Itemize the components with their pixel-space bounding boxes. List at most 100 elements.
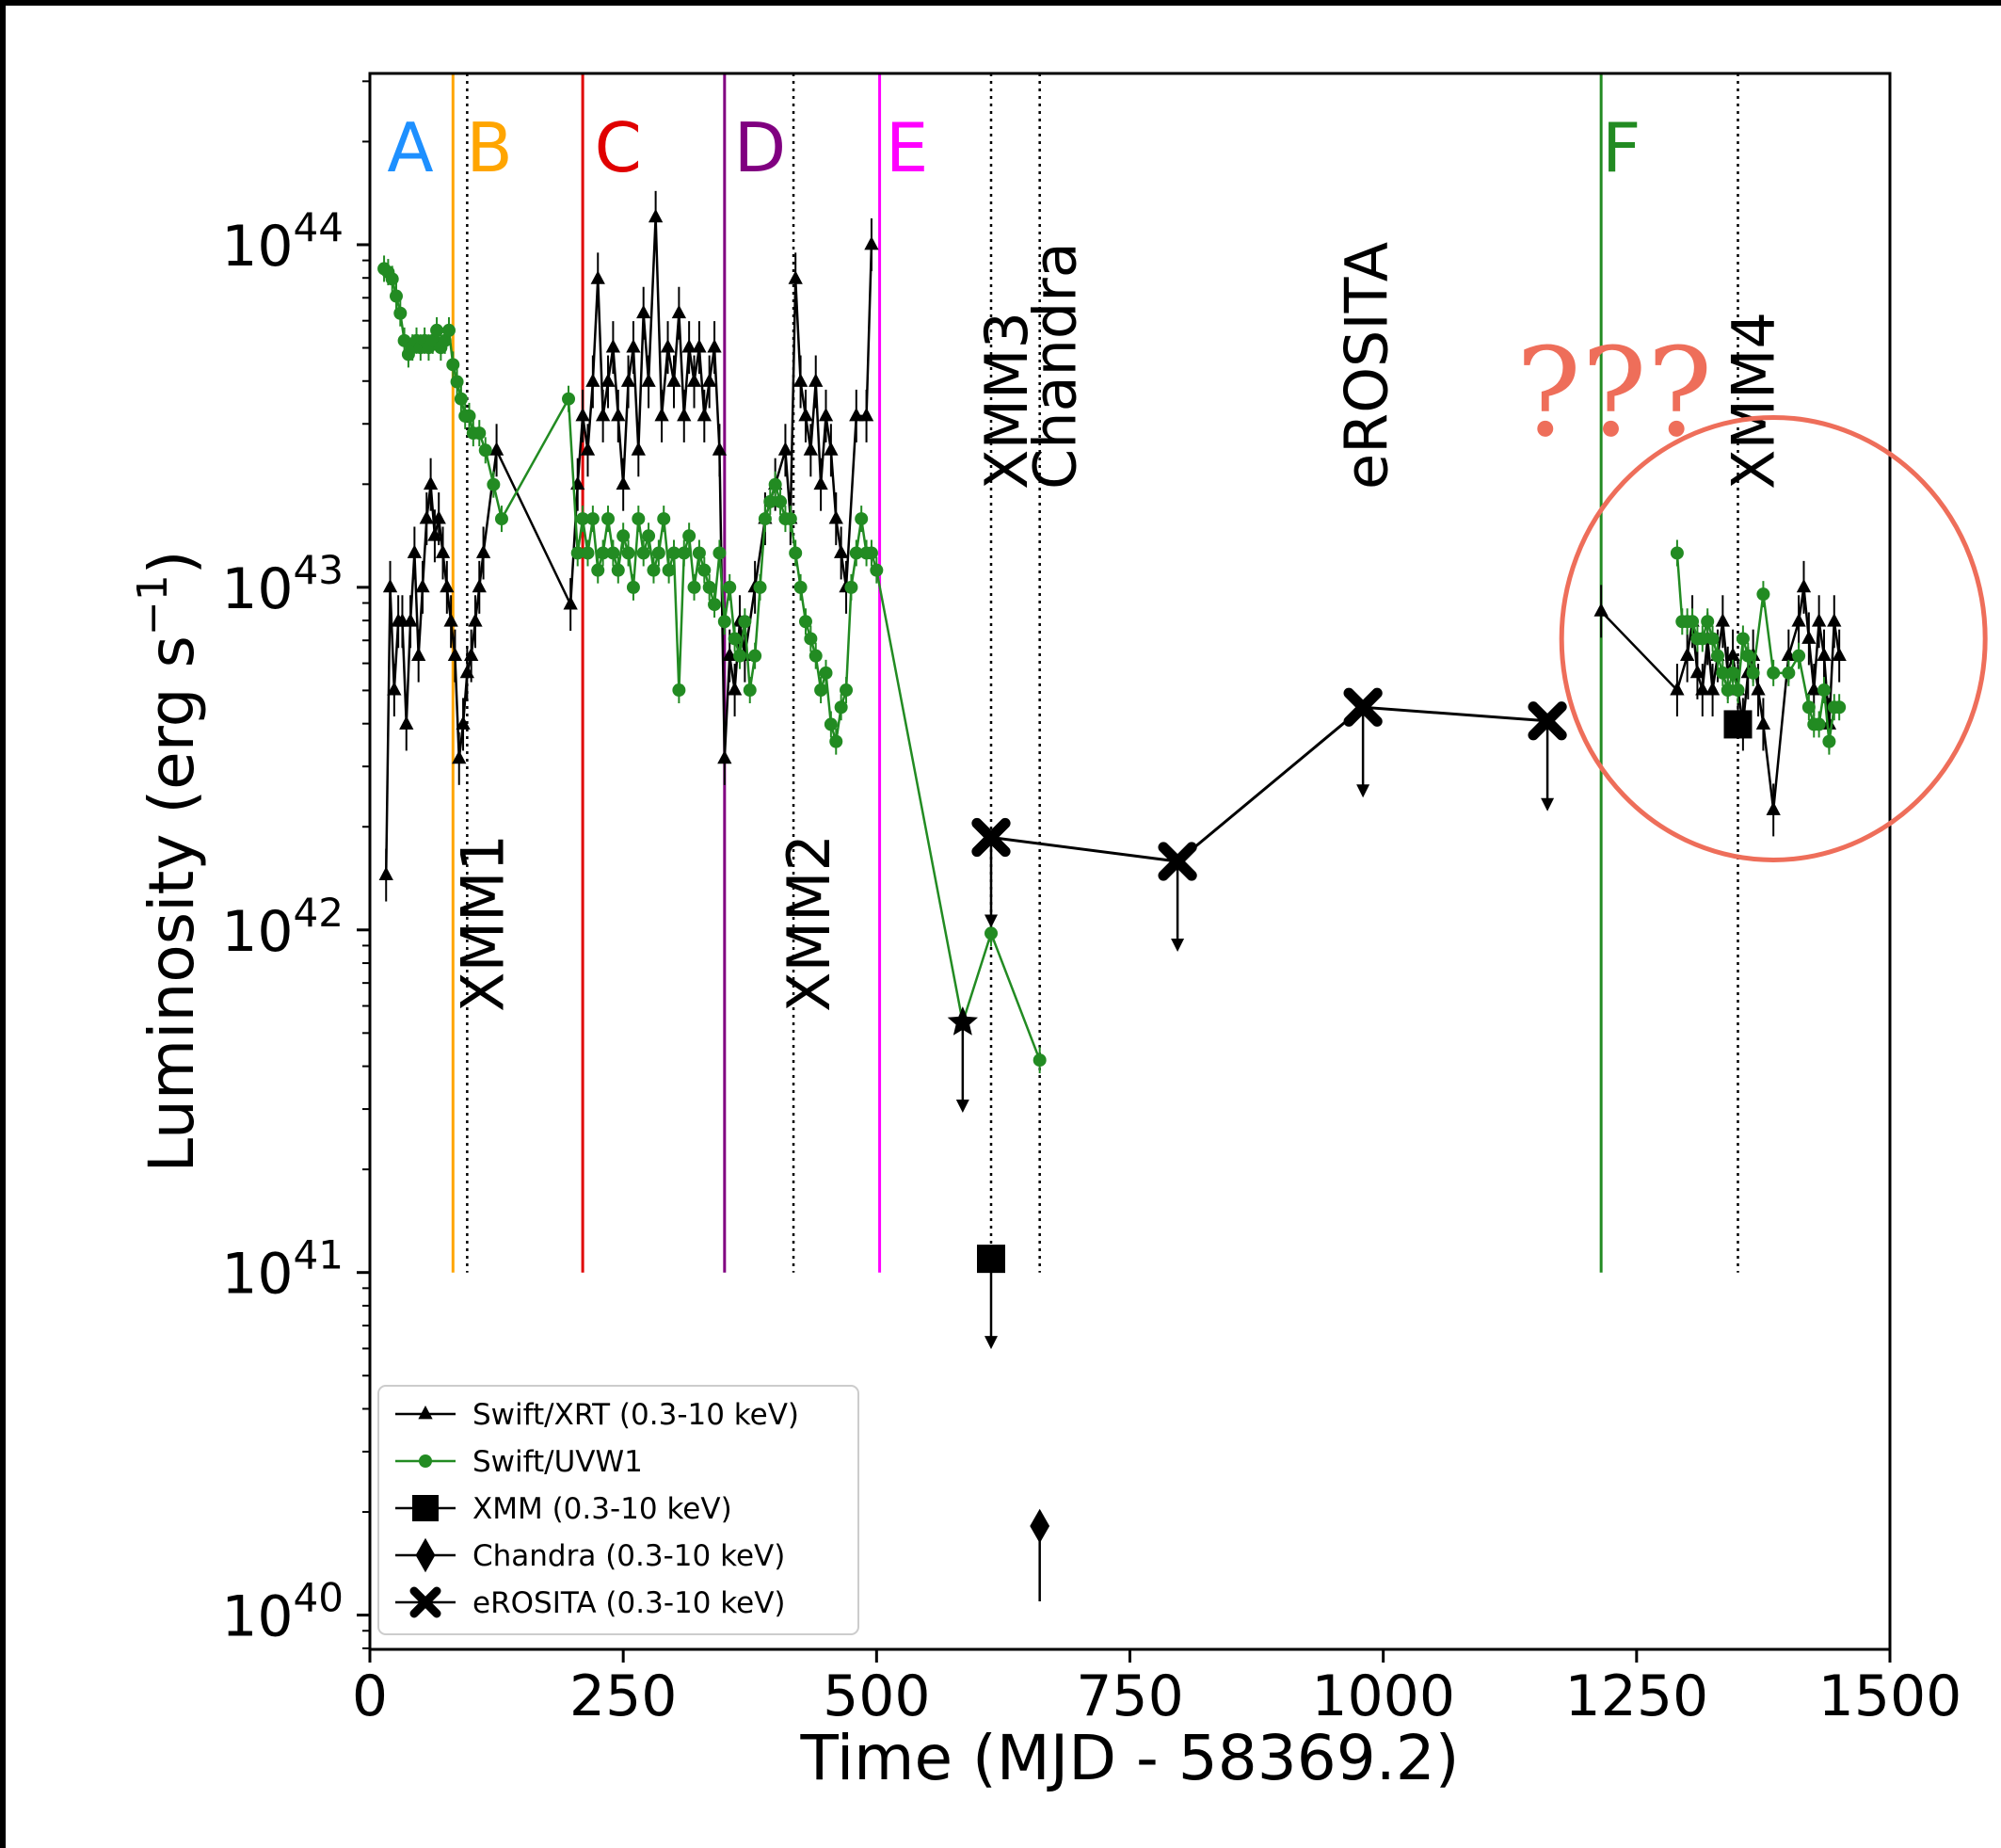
upper-limit-head: [1171, 939, 1185, 952]
legend-entry: Chandra (0.3-10 keV): [395, 1537, 785, 1573]
legend-label: Swift/UVW1: [472, 1445, 643, 1479]
point-circle: [494, 512, 508, 526]
point-circle: [768, 477, 782, 491]
point-circle: [1695, 632, 1709, 646]
point-circle: [591, 563, 605, 577]
point-circle: [385, 272, 399, 286]
point-circle: [855, 512, 869, 526]
point-circle: [621, 546, 635, 560]
point-circle: [632, 512, 646, 526]
point-circle: [984, 926, 998, 940]
y-axis-label: Luminosity (erg s−1): [129, 550, 208, 1172]
legend-label: Swift/XRT (0.3-10 keV): [472, 1398, 799, 1432]
point-circle: [738, 615, 752, 629]
point-triangle: [600, 373, 616, 387]
point-triangle: [435, 544, 451, 558]
y-tick-label-40: 1040: [221, 1575, 344, 1650]
point-triangle: [1811, 613, 1827, 627]
point-circle: [789, 546, 803, 560]
point-x: [1158, 842, 1197, 881]
legend-entry: Swift/XRT (0.3-10 keV): [395, 1398, 799, 1432]
point-circle: [1716, 666, 1730, 680]
point-triangle: [788, 270, 803, 284]
point-triangle: [798, 407, 813, 422]
legend-marker-diamond: [415, 1537, 436, 1573]
series-4-square: [976, 710, 1753, 1350]
point-triangle: [563, 596, 578, 610]
point-triangle: [419, 510, 434, 524]
point-triangle: [575, 407, 590, 422]
point-circle: [672, 683, 686, 698]
series-2-circle: [377, 255, 1047, 1074]
point-circle: [687, 580, 701, 594]
point-x: [1343, 687, 1383, 727]
point-triangle: [1781, 647, 1796, 662]
y-tick-label-41: 1041: [221, 1232, 344, 1308]
point-circle: [677, 546, 691, 560]
point-circle: [1701, 615, 1715, 629]
x-tick-label-1500: 1500: [1818, 1663, 1962, 1729]
point-circle: [1721, 683, 1735, 698]
point-circle: [472, 426, 487, 441]
legend: Swift/XRT (0.3-10 keV) Swift/UVW1 XMM (0.3…: [377, 1385, 859, 1635]
point-triangle: [654, 407, 669, 422]
point-triangle: [803, 442, 818, 456]
point-circle: [702, 580, 716, 594]
point-circle: [647, 563, 661, 577]
point-triangle: [1695, 682, 1710, 696]
point-triangle: [387, 682, 402, 696]
point-square: [1723, 710, 1753, 739]
point-triangle: [1755, 715, 1771, 730]
phase-label-e: E: [886, 108, 929, 187]
point-triangle: [464, 647, 479, 662]
point-circle: [1756, 587, 1770, 602]
point-triangle: [686, 373, 702, 387]
upper-limit-head: [955, 1100, 969, 1114]
obs-label-erosita: eROSITA: [1332, 242, 1401, 490]
point-triangle: [1766, 801, 1781, 815]
upper-limit-head: [1356, 784, 1370, 798]
point-triangle: [702, 373, 717, 387]
point-circle: [393, 306, 408, 320]
point-triangle: [1832, 647, 1847, 662]
x-axis-label: Time (MJD - 58369.2): [800, 1722, 1460, 1794]
point-circle: [783, 512, 797, 526]
legend-entry: XMM (0.3-10 keV): [395, 1492, 732, 1526]
x-tick-label-750: 750: [1076, 1663, 1184, 1729]
y-tick-label-44: 1044: [221, 204, 344, 280]
upper-limit-head: [984, 1336, 998, 1350]
point-triangle: [472, 578, 487, 593]
point-triangle: [1801, 630, 1817, 644]
point-circle: [819, 666, 833, 680]
point-triangle: [1796, 578, 1812, 593]
point-triangle: [677, 407, 692, 422]
point-circle: [626, 580, 640, 594]
series-6-line: [990, 705, 1548, 863]
point-circle: [1731, 683, 1745, 698]
point-triangle: [1593, 603, 1609, 617]
point-circle: [441, 323, 456, 337]
obs-label-xmm2: XMM2: [775, 834, 843, 1012]
point-triangle: [595, 407, 611, 422]
upper-limit-head: [984, 914, 998, 928]
point-circle: [798, 615, 812, 629]
point-triangle: [712, 442, 728, 456]
legend-marker-triangle: [418, 1406, 433, 1420]
point-triangle: [828, 510, 843, 524]
point-triangle: [399, 715, 414, 730]
point-circle: [870, 563, 884, 577]
point-triangle: [580, 442, 596, 456]
point-circle: [1822, 734, 1836, 748]
series-3-circle: [1670, 539, 1847, 755]
point-triangle: [1827, 613, 1842, 627]
point-triangle: [722, 647, 737, 662]
point-triangle: [456, 715, 471, 730]
point-circle: [570, 546, 584, 560]
point-circle: [732, 649, 746, 663]
point-circle: [1782, 666, 1796, 680]
point-circle: [1767, 666, 1781, 680]
point-triangle: [1715, 613, 1730, 627]
point-triangle: [1751, 682, 1766, 696]
